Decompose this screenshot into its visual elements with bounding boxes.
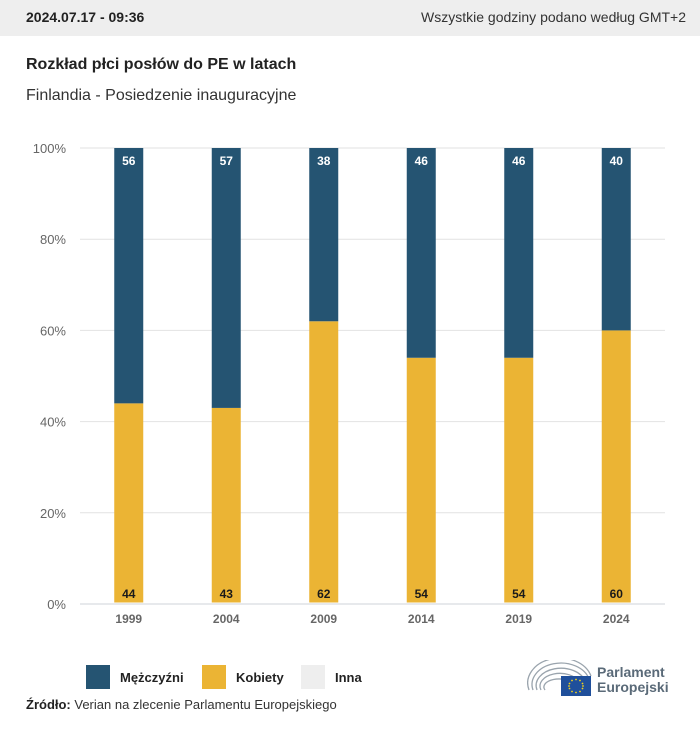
bar-men <box>309 148 339 322</box>
data-label-men: 40 <box>610 154 624 168</box>
bar-women <box>601 330 631 603</box>
bar-men <box>601 148 631 331</box>
chart-title: Rozkład płci posłów do PE w latach <box>26 56 297 73</box>
legend-label: Inna <box>335 669 362 685</box>
data-label-men: 56 <box>122 154 136 168</box>
chart-subtitle: Finlandia - Posiedzenie inauguracyjne <box>26 87 297 104</box>
legend-swatch-men <box>86 665 110 689</box>
source-text: Verian na zlecenie Parlamentu Europejski… <box>70 697 337 712</box>
y-tick-label: 100% <box>33 141 67 156</box>
logo-line-2: Europejski <box>597 679 669 695</box>
x-axis-ticks: 1999 2004 2009 2014 2019 2024 <box>115 612 630 626</box>
legend-label: Kobiety <box>236 669 284 685</box>
source-label: Źródło: <box>26 697 71 712</box>
european-parliament-logo: Parlament Europejski <box>527 657 687 700</box>
top-bar: 2024.07.17 - 09:36 Wszystkie godziny pod… <box>0 0 700 36</box>
legend-swatch-other <box>301 665 325 689</box>
legend-item-men[interactable]: Mężczyźni <box>86 665 184 689</box>
data-label-men: 46 <box>512 154 526 168</box>
bar-women <box>114 403 144 603</box>
hemicycle-icon <box>527 657 592 696</box>
logo-text: Parlament Europejski <box>597 665 669 695</box>
legend-item-other[interactable]: Inna <box>301 665 362 689</box>
bar-women <box>406 357 436 603</box>
data-label-men: 57 <box>220 154 234 168</box>
legend-label: Mężczyźni <box>120 669 184 685</box>
legend-item-women[interactable]: Kobiety <box>202 665 284 689</box>
timezone-note: Wszystkie godziny podano według GMT+2 <box>421 9 686 25</box>
bar-men <box>211 148 241 408</box>
bars: 44 56 43 57 62 38 54 46 54 46 60 40 <box>114 148 631 603</box>
stacked-bar-chart: 0% 20% 40% 60% 80% 100% 44 56 43 57 62 38 54 46 54 46 6… <box>33 141 665 626</box>
x-tick-label: 2009 <box>310 612 337 626</box>
bar-men <box>406 148 436 358</box>
bar-women <box>211 407 241 603</box>
source-note: Źródło: Verian na zlecenie Parlamentu Eu… <box>26 697 337 712</box>
y-tick-label: 0% <box>47 597 66 612</box>
data-label-women: 62 <box>317 587 331 601</box>
y-axis-ticks: 0% 20% 40% 60% 80% 100% <box>33 141 67 612</box>
timestamp: 2024.07.17 - 09:36 <box>26 9 145 25</box>
y-tick-label: 40% <box>40 415 66 430</box>
bar-women <box>504 357 534 603</box>
x-tick-label: 2024 <box>603 612 630 626</box>
x-tick-label: 2019 <box>505 612 532 626</box>
data-label-women: 43 <box>220 587 234 601</box>
grid-lines <box>80 147 665 605</box>
bar-men <box>114 148 144 404</box>
bar-men <box>504 148 534 358</box>
data-label-women: 54 <box>512 587 526 601</box>
x-tick-label: 1999 <box>115 612 142 626</box>
y-tick-label: 60% <box>40 323 66 338</box>
legend-swatch-women <box>202 665 226 689</box>
data-label-women: 54 <box>415 587 429 601</box>
data-label-men: 46 <box>415 154 429 168</box>
data-label-men: 38 <box>317 154 331 168</box>
data-label-women: 60 <box>610 587 624 601</box>
bar-women <box>309 321 339 603</box>
y-tick-label: 20% <box>40 506 66 521</box>
y-tick-label: 80% <box>40 232 66 247</box>
logo-line-1: Parlament <box>597 664 665 680</box>
data-label-women: 44 <box>122 587 136 601</box>
x-tick-label: 2014 <box>408 612 435 626</box>
x-tick-label: 2004 <box>213 612 240 626</box>
